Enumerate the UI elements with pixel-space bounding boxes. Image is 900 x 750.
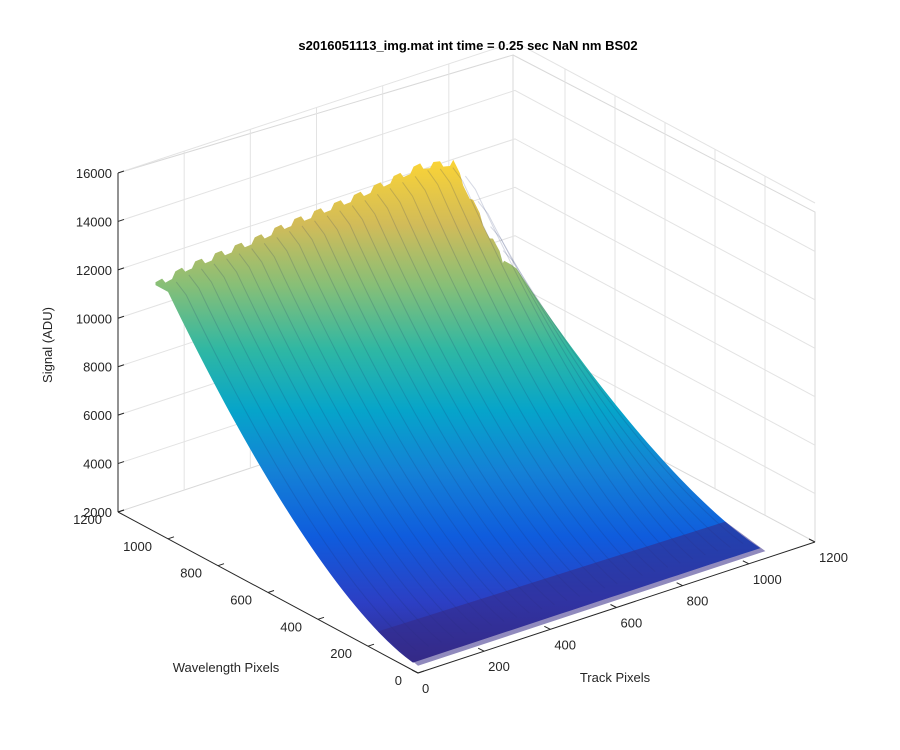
z-tick <box>117 218 125 222</box>
z-tick-label: 12000 <box>76 263 112 278</box>
z-tick <box>117 412 125 416</box>
z-axis-label: Signal (ADU) <box>40 307 55 383</box>
surface-streak <box>490 226 731 548</box>
x-tick-label: 0 <box>422 681 429 696</box>
surface-streak <box>439 168 681 564</box>
axes <box>117 170 816 674</box>
y-tick <box>167 536 175 540</box>
x-tick <box>676 582 683 587</box>
y-axis-label: Wavelength Pixels <box>173 660 280 675</box>
tick-labels: 2000400060008000100001200014000160000200… <box>73 166 848 696</box>
z-tick <box>117 315 125 319</box>
surface-streak <box>464 175 706 556</box>
surface <box>155 159 766 666</box>
z-tick-label: 2000 <box>83 505 112 520</box>
surface-streak <box>376 194 618 585</box>
y-tick <box>117 509 125 513</box>
y-tick-label: 800 <box>180 566 202 581</box>
y-tick <box>317 616 325 620</box>
surface-streak <box>389 188 631 581</box>
x-tick <box>742 560 750 565</box>
surface-streak <box>477 201 719 552</box>
x-tick <box>808 538 816 543</box>
y-tick-label: 1000 <box>123 539 152 554</box>
surface-streak <box>188 274 430 647</box>
x-tick-label: 400 <box>554 637 576 652</box>
surface-streak <box>276 237 518 618</box>
surface-floor <box>378 521 766 666</box>
surface-streak <box>452 167 694 560</box>
x-tick-label: 800 <box>687 594 709 609</box>
y-tick-label: 600 <box>230 593 252 608</box>
z-tick-label: 6000 <box>83 408 112 423</box>
z-tick-label: 16000 <box>76 166 112 181</box>
x-tick-label: 1200 <box>819 550 848 565</box>
surface-streak <box>288 231 530 614</box>
z-tick <box>117 170 125 174</box>
z-tick-label: 8000 <box>83 360 112 375</box>
z-tick <box>117 267 125 271</box>
x-tick <box>477 647 485 652</box>
z-tick-label: 10000 <box>76 311 112 326</box>
surface-streak <box>175 281 417 652</box>
surface-streak <box>263 243 505 622</box>
surface-streak <box>226 258 467 635</box>
surface-streak <box>351 205 593 593</box>
chart-title: s2016051113_img.mat int time = 0.25 sec … <box>298 38 637 53</box>
surface-streak <box>414 176 656 572</box>
x-axis-label: Track Pixels <box>580 670 651 685</box>
x-tick-label: 200 <box>488 659 510 674</box>
y-tick <box>417 670 425 674</box>
y-tick-label: 200 <box>330 646 352 661</box>
x-tick-label: 600 <box>621 616 643 631</box>
z-tick-label: 4000 <box>83 457 112 472</box>
z-tick <box>117 364 125 368</box>
surface-streak <box>326 215 568 602</box>
surface-streak <box>427 170 669 568</box>
surface-streak <box>502 250 744 545</box>
surface-streak <box>314 220 555 606</box>
x-tick <box>610 604 617 608</box>
right-back-wall <box>512 54 816 542</box>
y-tick <box>367 643 375 647</box>
surface-streak <box>200 268 442 643</box>
y-tick-label: 400 <box>280 619 302 634</box>
x-tick-label: 1000 <box>753 572 782 587</box>
surface-streak <box>301 225 543 610</box>
surface-streak <box>402 182 643 577</box>
grid-line-z <box>117 41 816 204</box>
z-tick <box>117 461 125 465</box>
surface-streak <box>251 248 492 627</box>
x-tick <box>411 669 419 674</box>
y-tick <box>217 563 225 567</box>
surface-streak <box>364 200 606 589</box>
surface-streak <box>238 253 480 631</box>
z-tick-label: 14000 <box>76 214 112 229</box>
surface-streak <box>213 263 455 639</box>
y-tick <box>267 590 275 593</box>
surface-body <box>155 159 761 663</box>
y-tick-label: 0 <box>395 673 402 688</box>
x-tick <box>544 625 551 630</box>
surface-streak <box>339 210 580 597</box>
y-tick-label: 1200 <box>73 512 102 527</box>
